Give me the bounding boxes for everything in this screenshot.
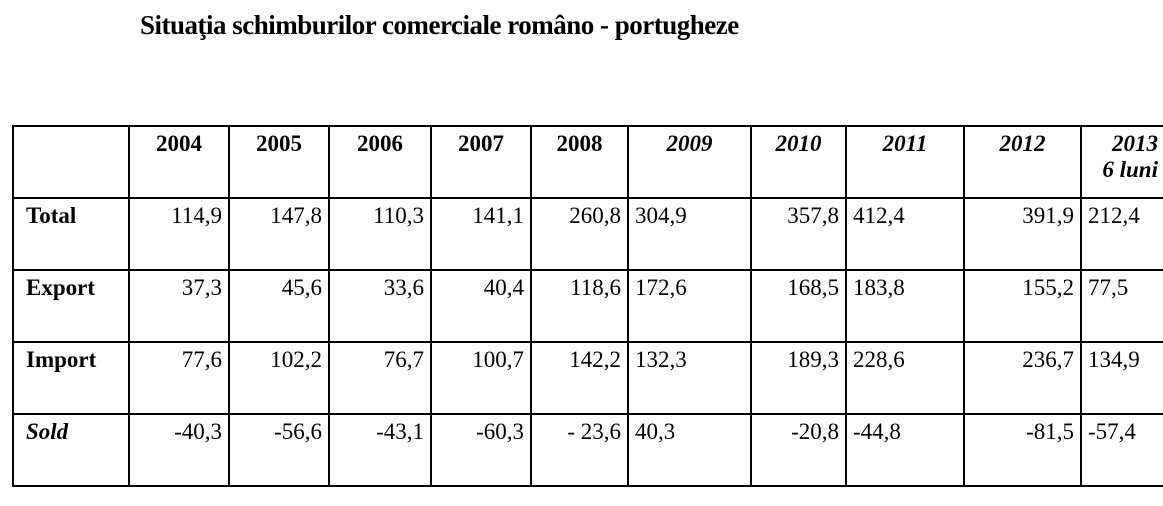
value-cell: 33,6 — [328, 269, 432, 343]
data-row: Import 77,6 102,2 76,7 100,7 142,2 132,3 189,3 2… — [12, 341, 1163, 415]
value-cell: -57,4 — [1080, 413, 1163, 487]
value-cell: 118,6 — [530, 269, 629, 343]
value-cell: 37,3 — [128, 269, 230, 343]
data-row: Export 37,3 45,6 33,6 40,4 118,6 172,6 168,5 183… — [12, 269, 1163, 343]
header-cell: 2005 — [228, 125, 330, 199]
value-cell: 142,2 — [530, 341, 629, 415]
value-cell: 77,5 — [1080, 269, 1163, 343]
value-cell: 412,4 — [845, 197, 965, 271]
value-cell: 391,9 — [963, 197, 1082, 271]
value-cell: 172,6 — [627, 269, 752, 343]
value-cell: 132,3 — [627, 341, 752, 415]
value-cell: 141,1 — [430, 197, 532, 271]
title: Situaţia schimburilor comerciale româno … — [140, 10, 739, 40]
value-cell: -44,8 — [845, 413, 965, 487]
row-label: Sold — [12, 413, 130, 487]
value-cell: 212,4 — [1080, 197, 1163, 271]
row-label: Total — [12, 197, 130, 271]
value-cell: 110,3 — [328, 197, 432, 271]
value-cell: 228,6 — [845, 341, 965, 415]
value-cell: 260,8 — [530, 197, 629, 271]
row-label: Export — [12, 269, 130, 343]
value-cell: 147,8 — [228, 197, 330, 271]
header-cell: 2009 — [627, 125, 752, 199]
header-cell: 2006 — [328, 125, 432, 199]
data-row: Sold -40,3 -56,6 -43,1 -60,3- 23,6 40,3 -20,8-… — [12, 413, 1163, 487]
value-cell: 134,9 — [1080, 341, 1163, 415]
header-line: 6 luni — [1102, 157, 1158, 182]
value-cell: -60,3 — [430, 413, 532, 487]
data-row: Total 114,9 147,8 110,3 141,1 260,8 304,9 357,8… — [12, 197, 1163, 271]
value-cell: 114,9 — [128, 197, 230, 271]
value-cell: -20,8 — [750, 413, 847, 487]
value-cell: 155,2 — [963, 269, 1082, 343]
value-cell: 102,2 — [228, 341, 330, 415]
trade-table: 2004 2005 2006 2007 2008 2009 2010 2011 2012 2013… — [12, 125, 1163, 487]
value-cell: 236,7 — [963, 341, 1082, 415]
value-cell: 100,7 — [430, 341, 532, 415]
value-cell: 45,6 — [228, 269, 330, 343]
header-cell: 2004 — [128, 125, 230, 199]
value-cell: - 23,6 — [530, 413, 629, 487]
header-cell: 2010 — [750, 125, 847, 199]
value-cell: 304,9 — [627, 197, 752, 271]
header-line: 2013 — [1112, 131, 1158, 156]
value-cell: 77,6 — [128, 341, 230, 415]
value-cell: -56,6 — [228, 413, 330, 487]
header-cell: 2011 — [845, 125, 965, 199]
value-cell: 168,5 — [750, 269, 847, 343]
value-cell: 40,3 — [627, 413, 752, 487]
header-cell: 2012 — [963, 125, 1082, 199]
header-cell: 2013 6 luni — [1080, 125, 1163, 199]
header-row: 2004 2005 2006 2007 2008 2009 2010 2011 2012 2013… — [12, 125, 1163, 199]
value-cell: -81,5 — [963, 413, 1082, 487]
corner-cell — [12, 125, 130, 199]
value-cell: 76,7 — [328, 341, 432, 415]
value-cell: 40,4 — [430, 269, 532, 343]
value-cell: 357,8 — [750, 197, 847, 271]
row-label: Import — [12, 341, 130, 415]
header-cell: 2008 — [530, 125, 629, 199]
header-cell: 2007 — [430, 125, 532, 199]
value-cell: 183,8 — [845, 269, 965, 343]
value-cell: -43,1 — [328, 413, 432, 487]
value-cell: 189,3 — [750, 341, 847, 415]
value-cell: -40,3 — [128, 413, 230, 487]
